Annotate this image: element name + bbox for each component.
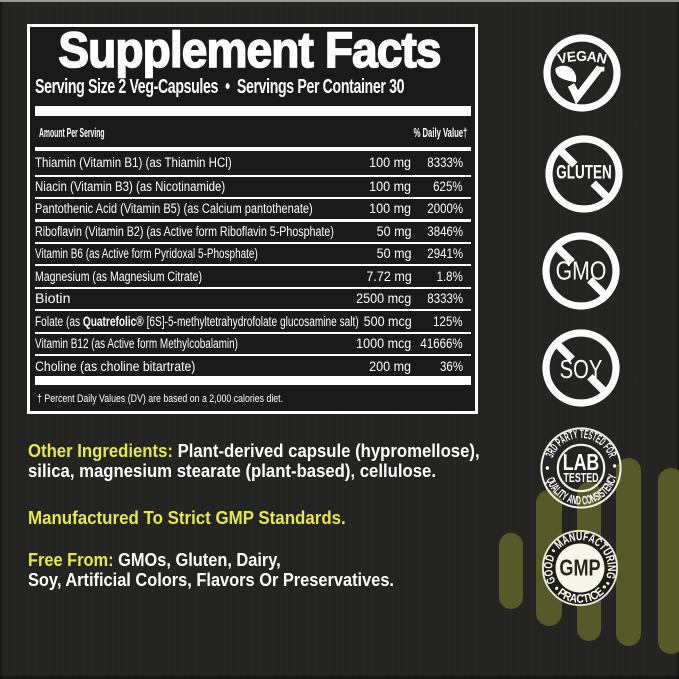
svg-text:I: I	[554, 488, 564, 500]
svg-text:Y: Y	[606, 473, 620, 481]
svg-text:Y: Y	[573, 428, 580, 442]
svg-text:G: G	[545, 574, 559, 585]
svg-text:TESTED: TESTED	[563, 472, 598, 486]
svg-text:A: A	[569, 591, 579, 605]
svg-text:O: O	[585, 493, 594, 508]
svg-text:R: R	[562, 431, 572, 446]
svg-text:E: E	[593, 433, 604, 447]
svg-text:I: I	[595, 490, 604, 502]
svg-text:•: •	[548, 546, 560, 556]
svg-text:F: F	[582, 531, 590, 544]
svg-text:C: C	[581, 495, 587, 509]
svg-text:S: S	[592, 490, 603, 504]
svg-text:3: 3	[543, 452, 557, 460]
svg-text:T: T	[582, 591, 591, 605]
svg-text:R: R	[545, 447, 559, 458]
svg-text:Y: Y	[559, 490, 570, 504]
svg-text:A: A	[557, 433, 568, 447]
svg-text:F: F	[600, 441, 613, 453]
svg-text:LAB: LAB	[563, 450, 600, 476]
svg-text:N: N	[603, 480, 617, 491]
svg-text:G: G	[603, 570, 617, 580]
svg-text:C: C	[605, 476, 619, 486]
svg-text:GMO: GMO	[556, 257, 607, 285]
svg-text:SOY: SOY	[560, 354, 603, 383]
svg-text:O: O	[602, 445, 616, 457]
svg-text:I: I	[587, 591, 594, 604]
svg-text:I: I	[604, 561, 617, 565]
svg-text:R: R	[604, 450, 619, 460]
svg-text:GLUTEN: GLUTEN	[556, 161, 611, 183]
svg-text:T: T	[556, 489, 567, 502]
svg-text:T: T	[580, 428, 584, 442]
svg-text:•: •	[601, 578, 614, 587]
svg-text:A: A	[587, 532, 598, 546]
svg-text:S: S	[586, 429, 594, 444]
svg-text:N: N	[568, 531, 577, 545]
svg-text:N: N	[605, 564, 618, 570]
svg-text:U: U	[576, 530, 583, 543]
svg-text:U: U	[545, 480, 559, 491]
svg-text:O: O	[543, 568, 556, 577]
svg-text:A: A	[565, 493, 574, 507]
svg-text:D: D	[576, 495, 582, 509]
svg-text:R: R	[602, 553, 616, 563]
svg-text:D: D	[544, 553, 558, 563]
svg-text:O: O	[543, 561, 556, 569]
svg-text:C: C	[577, 593, 584, 606]
svg-text:N: N	[570, 494, 578, 508]
svg-text:N: N	[589, 492, 599, 506]
svg-text:T: T	[590, 431, 599, 445]
svg-text:GMP: GMP	[560, 555, 601, 581]
svg-text:Q: Q	[543, 476, 558, 486]
svg-text:U: U	[600, 546, 614, 558]
svg-text:•: •	[550, 583, 562, 594]
svg-text:E: E	[583, 428, 589, 442]
svg-text:A: A	[560, 533, 572, 547]
svg-text:T: T	[568, 429, 576, 443]
svg-text:VEGAN: VEGAN	[556, 48, 608, 67]
svg-text:•: •	[599, 581, 611, 592]
